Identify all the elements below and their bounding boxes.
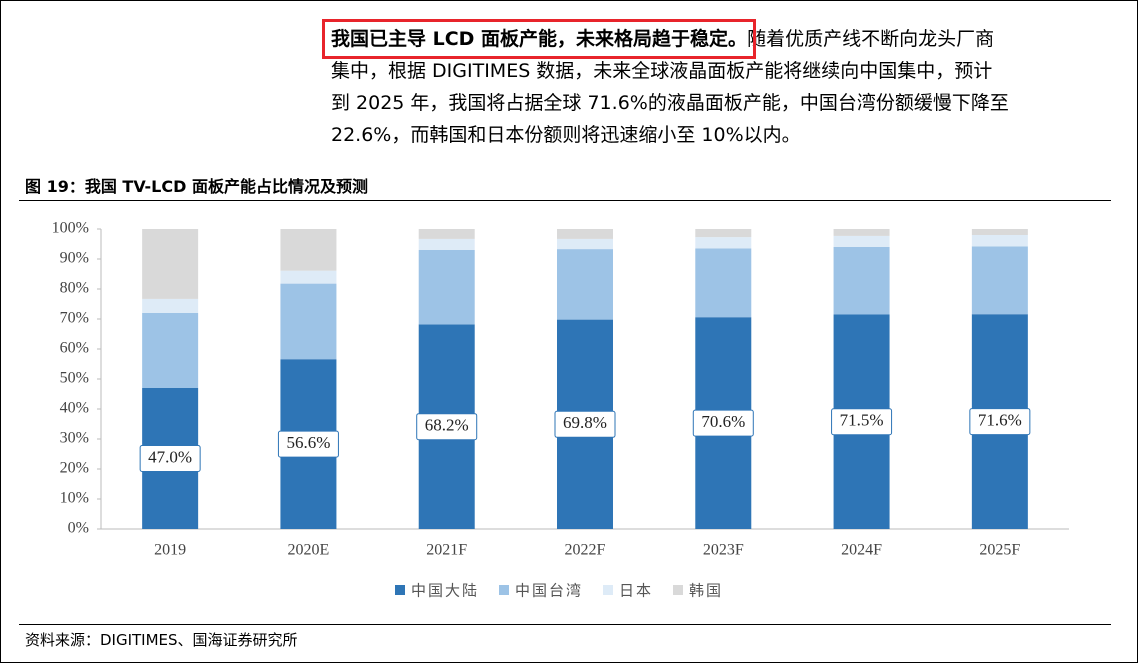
bar-segment xyxy=(971,229,1028,235)
y-tick-label: 80% xyxy=(60,280,89,297)
data-label: 71.6% xyxy=(978,411,1022,430)
data-label-box xyxy=(692,409,754,437)
rule xyxy=(19,200,1111,201)
text: 随着优质产线不断向龙头厂商 xyxy=(747,28,995,50)
y-tick-label: 20% xyxy=(60,460,89,477)
x-tick-label: 2022F xyxy=(565,542,606,559)
source: 资料来源：DIGITIMES、国海证券研究所 xyxy=(25,631,298,649)
bar-segment xyxy=(280,283,337,360)
bar-segment xyxy=(418,250,475,325)
data-label: 69.8% xyxy=(563,413,607,432)
bar-segment xyxy=(418,229,475,239)
data-label: 47.0% xyxy=(148,447,192,466)
bar-segment xyxy=(557,249,613,320)
bar-segment xyxy=(142,298,199,313)
y-tick-label: 0% xyxy=(68,520,89,537)
data-label-box xyxy=(139,445,201,472)
y-tick-label: 50% xyxy=(60,370,89,387)
legend-label: 韩国 xyxy=(689,582,723,600)
bar-segment xyxy=(280,229,337,271)
legend-swatch xyxy=(673,585,683,595)
legend-label: 中国台湾 xyxy=(515,582,583,600)
bar-segment xyxy=(557,238,613,250)
x-tick-label: 2024F xyxy=(841,542,882,559)
bar-segment xyxy=(833,247,890,315)
y-tick-label: 90% xyxy=(60,250,89,267)
line: 22.6%，而韩国和日本份额则将迅速缩小至 10%以内。 xyxy=(331,124,801,146)
rule xyxy=(19,624,1111,625)
x-tick-label: 2023F xyxy=(703,542,744,559)
y-tick-label: 70% xyxy=(60,310,89,327)
data-label-box xyxy=(277,430,339,458)
legend-swatch xyxy=(603,585,613,595)
data-label-box xyxy=(831,408,893,436)
y-tick-label: 30% xyxy=(60,430,89,447)
paragraph: 我国已主导 LCD 面板产能，未来格局趋于稳定。随着优质产线不断向龙头厂商 集中… xyxy=(321,19,1111,151)
y-tick-label: 100% xyxy=(52,220,89,237)
data-label-box xyxy=(416,413,478,441)
data-label-box xyxy=(969,408,1031,436)
legend-label: 中国大陆 xyxy=(411,582,479,600)
line: 我国已主导 LCD 面板产能，未来格局趋于稳定。随着优质产线不断向龙头厂商 xyxy=(321,19,1111,59)
legend-swatch xyxy=(395,585,405,595)
bar-segment xyxy=(142,229,199,299)
bar-segment xyxy=(695,229,752,238)
y-tick-label: 40% xyxy=(60,400,89,417)
bar-segment xyxy=(695,248,752,318)
data-label: 71.5% xyxy=(840,411,884,430)
bar-segment xyxy=(833,229,890,236)
data-label-box xyxy=(554,410,616,438)
legend-swatch xyxy=(499,585,509,595)
bar-segment xyxy=(142,313,199,388)
line: 到 2025 年，我国将占据全球 71.6%的液晶面板产能，中国台湾份额缓慢下降… xyxy=(331,92,1009,114)
y-tick-label: 60% xyxy=(60,340,89,357)
line: 集中，根据 DIGITIMES 数据，未来全球液晶面板产能将继续向中国集中，预计 xyxy=(331,60,993,82)
bar-segment xyxy=(833,235,890,247)
legend-label: 日本 xyxy=(619,582,653,600)
highlight: 我国已主导 LCD 面板产能，未来格局趋于稳定。 xyxy=(321,19,757,59)
bar-segment xyxy=(695,237,752,249)
data-label: 56.6% xyxy=(286,433,330,452)
bar-segment xyxy=(418,238,475,250)
bar-segment xyxy=(557,229,613,239)
bar-segment xyxy=(971,246,1028,315)
data-label: 68.2% xyxy=(425,416,469,435)
x-tick-label: 2020E xyxy=(288,542,330,559)
x-tick-label: 2021F xyxy=(426,542,467,559)
bar-segment xyxy=(971,235,1028,247)
y-tick-label: 10% xyxy=(60,490,89,507)
data-label: 70.6% xyxy=(701,412,745,431)
bar-segment xyxy=(280,270,337,284)
x-tick-label: 2025F xyxy=(979,542,1020,559)
x-tick-label: 2019 xyxy=(154,542,186,559)
caption: 图 19：我国 TV-LCD 面板产能占比情况及预测 xyxy=(25,177,368,196)
